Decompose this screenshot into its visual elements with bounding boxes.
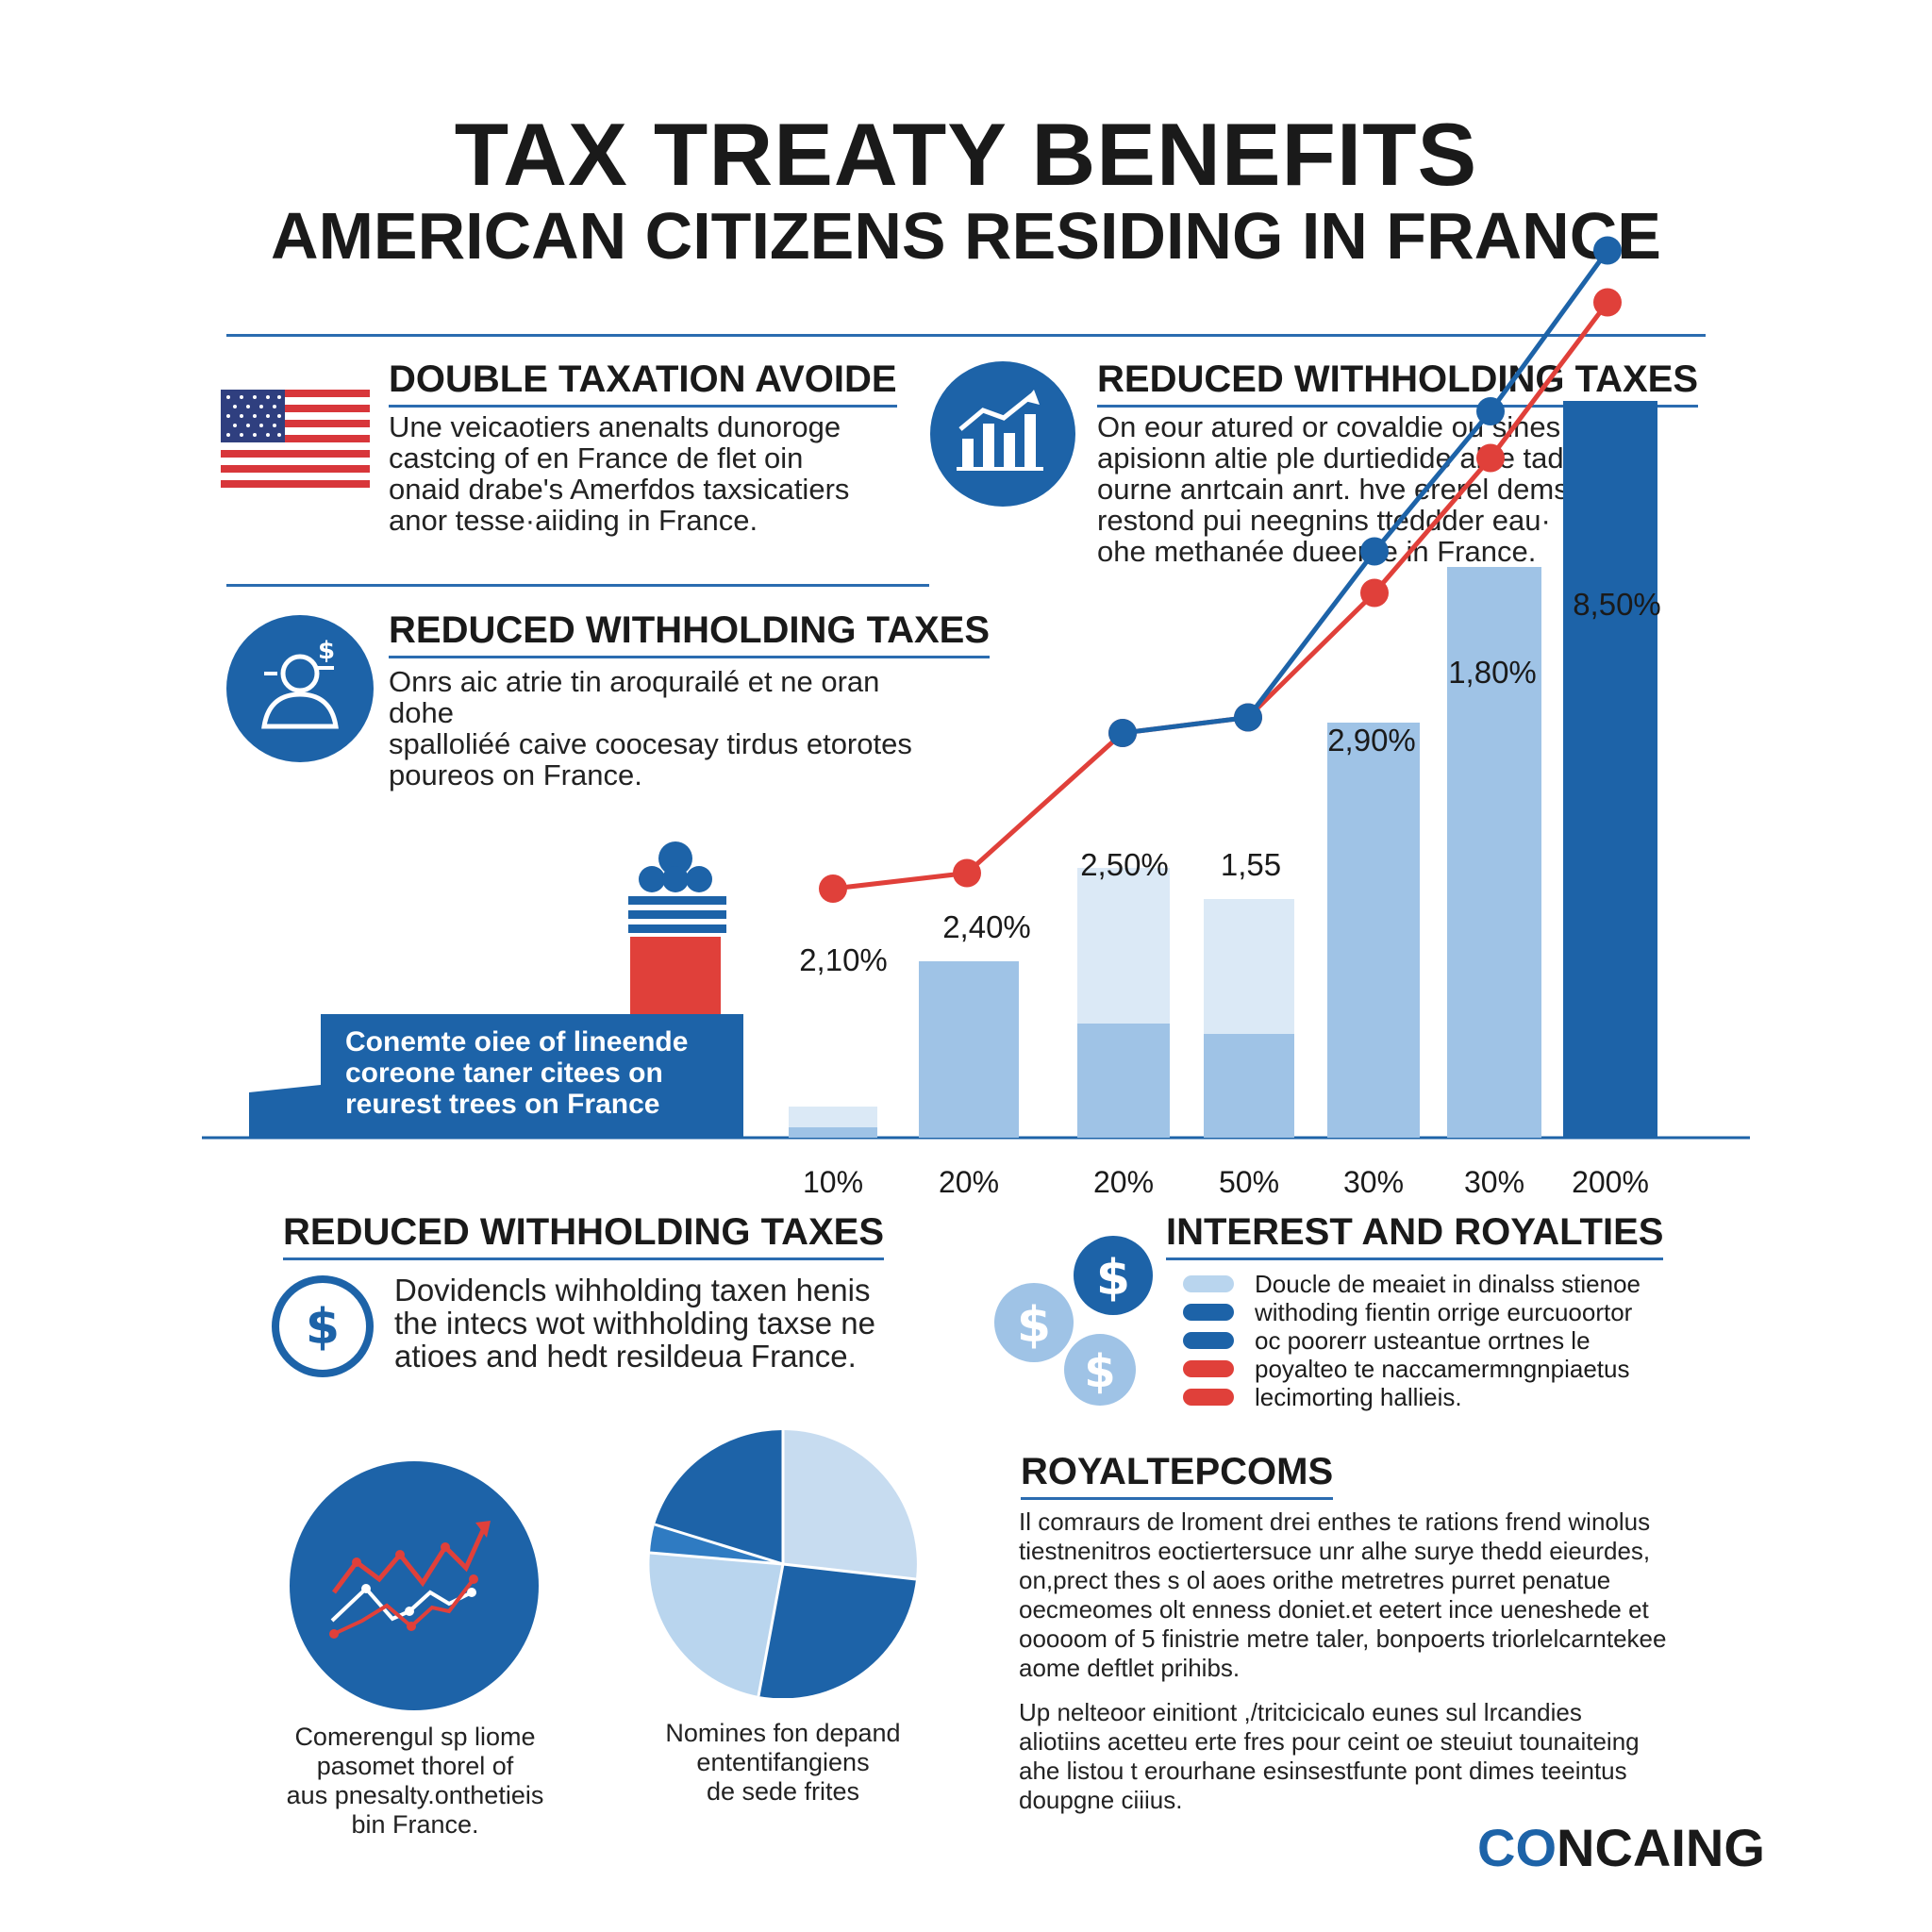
svg-text:$: $: [318, 637, 335, 665]
legend-label: withoding fientin orrige eurcuoortor: [1255, 1297, 1633, 1326]
coins-icon: $ $ $: [991, 1232, 1157, 1411]
blue_line-point: [1476, 397, 1505, 425]
blue_line-point: [1593, 236, 1622, 265]
legend-label: Doucle de meaiet in dinalss stienoe: [1255, 1269, 1641, 1298]
double-taxation-heading: DOUBLE TAXATION AVOIDE: [389, 358, 897, 408]
legend-swatch: [1183, 1275, 1234, 1292]
trend-lines-icon: [289, 1460, 540, 1711]
pie-slice: [783, 1430, 917, 1579]
red_line-point: [1360, 578, 1389, 608]
reduced-withholding-top-text: On eour atured or covaldie ou sines in a…: [1097, 410, 1618, 568]
double-taxation-text: Une veicaotiers anenalts dunoroge castci…: [389, 410, 850, 537]
interest-royalties-heading: INTEREST AND ROYALTIES: [1166, 1211, 1664, 1260]
bar-lower-segment: [1563, 401, 1657, 1138]
brand-logo-prefix: CO: [1477, 1818, 1557, 1877]
page-subtitle: AMERICAN CITIZENS RESIDING IN FRANCE: [271, 199, 1661, 273]
left-caption: Comerengul sp liome pasomet thorel of au…: [286, 1723, 544, 1839]
data-label: 8,50%: [1573, 587, 1661, 622]
x-tick-label: 200%: [1572, 1165, 1649, 1199]
legend-swatch: [1183, 1304, 1234, 1321]
legend-item: withoding fientin orrige eurcuoortor: [1183, 1298, 1711, 1326]
svg-text:$: $: [306, 1299, 340, 1356]
svg-text:$: $: [1084, 1345, 1115, 1398]
legend-label: lecimorting hallieis.: [1255, 1382, 1462, 1411]
text-box-content: Conemte oiee of lineende coreone taner c…: [345, 1026, 689, 1120]
bar-lower-segment: [789, 1127, 877, 1138]
x-tick-label: 50%: [1219, 1165, 1279, 1199]
x-tick-label: 10%: [803, 1165, 863, 1199]
text-box: [249, 1014, 743, 1138]
red_line-point: [1476, 443, 1505, 473]
right-caption: Nomines fon depand ententifangiens de se…: [665, 1719, 901, 1806]
svg-text:$: $: [1017, 1297, 1051, 1354]
blue_line-point: [1360, 537, 1389, 566]
x-tick-label: 20%: [1093, 1165, 1154, 1199]
blue_line-point: [1234, 703, 1262, 732]
brand-logo: CONCAING: [1477, 1817, 1765, 1878]
reduced-withholding-mid-text: Onrs aic atrie tin aroqurailé et ne oran…: [389, 665, 912, 791]
royaltepcoms-heading: ROYALTEPCOMS: [1021, 1451, 1334, 1500]
legend-item: poyalteo te naccamermngnpiaetus: [1183, 1355, 1711, 1383]
pie-slice: [655, 1429, 783, 1564]
divider: [226, 334, 1706, 337]
x-tick-label: 20%: [939, 1165, 999, 1199]
bar-lower-segment: [1447, 567, 1541, 1138]
legend-label: oc poorerr usteantue orrtnes le: [1255, 1325, 1591, 1355]
royaltepcoms-paragraph-1: Il comraurs de lroment drei enthes te ra…: [1019, 1507, 1667, 1682]
dollar-circle-icon: $: [270, 1274, 375, 1379]
data-label: 2,50%: [1080, 847, 1169, 882]
pie-chart: [649, 1429, 917, 1699]
x-tick-label: 30%: [1464, 1165, 1524, 1199]
legend-item: Doucle de meaiet in dinalss stienoe: [1183, 1270, 1711, 1298]
reduced-withholding-bottom-heading: REDUCED WITHHOLDING TAXES: [283, 1211, 885, 1260]
red_line-point: [819, 874, 847, 903]
blue_line-point: [1108, 719, 1137, 747]
data-label: 2,90%: [1327, 723, 1416, 758]
legend-swatch: [1183, 1332, 1234, 1349]
us-flag-icon: [221, 390, 370, 488]
red_line-point: [953, 858, 981, 888]
legend: Doucle de meaiet in dinalss stienoe with…: [1183, 1270, 1711, 1411]
pie-slice: [649, 1553, 783, 1696]
data-label: 2,10%: [799, 942, 888, 977]
data-label: 1,80%: [1448, 655, 1537, 690]
red_line-point: [1593, 288, 1622, 317]
x-tick-label: 30%: [1343, 1165, 1404, 1199]
divider: [226, 584, 929, 587]
person-dollar-icon: $: [226, 615, 374, 762]
legend-swatch: [1183, 1360, 1234, 1377]
royaltepcoms-paragraph-2: Up nelteoor einitiont ,/tritcicicalo eun…: [1019, 1698, 1640, 1814]
bar-lower-segment: [1327, 723, 1420, 1138]
legend-swatch: [1183, 1389, 1234, 1406]
legend-label: poyalteo te naccamermngnpiaetus: [1255, 1354, 1630, 1383]
legend-item: oc poorerr usteantue orrtnes le: [1183, 1326, 1711, 1355]
growth-chart-icon: [930, 361, 1075, 507]
pie-slice: [758, 1564, 916, 1699]
legend-item: lecimorting hallieis.: [1183, 1383, 1711, 1411]
podium-illustration: [628, 841, 726, 1014]
svg-text:$: $: [1096, 1250, 1130, 1307]
reduced-withholding-mid-heading: REDUCED WITHHOLDING TAXES: [389, 609, 991, 658]
reduced-withholding-top-heading: REDUCED WITHHOLDING TAXES: [1097, 358, 1699, 408]
page-title: TAX TREATY BENEFITS: [454, 105, 1478, 204]
data-label: 2,40%: [942, 909, 1031, 944]
bar-lower-segment: [1077, 1024, 1170, 1138]
reduced-withholding-bottom-text: Dovidencls wihholding taxen henis the in…: [394, 1273, 875, 1374]
bar-lower-segment: [1204, 1034, 1294, 1138]
data-label: 1,55: [1221, 847, 1281, 882]
brand-logo-suffix: NCAING: [1557, 1818, 1765, 1877]
bar-lower-segment: [919, 961, 1019, 1138]
